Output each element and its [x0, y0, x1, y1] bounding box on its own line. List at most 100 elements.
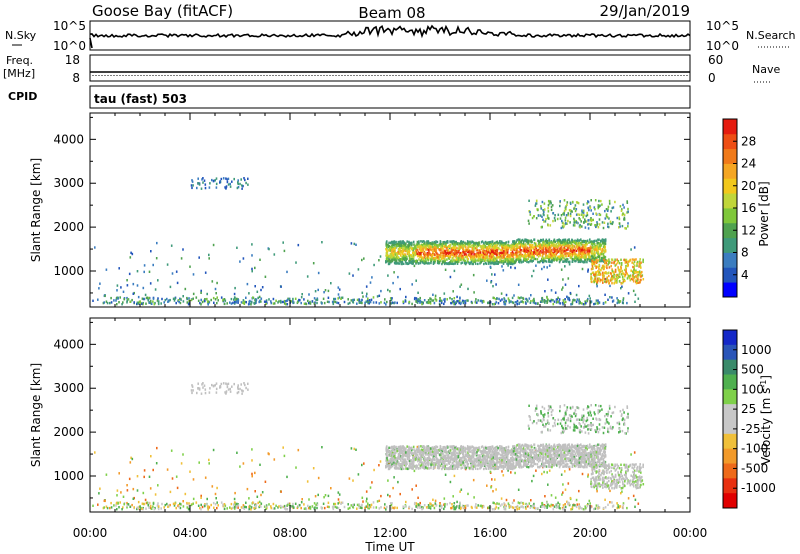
velocity-cell [481, 506, 484, 509]
velocity-cell [533, 506, 536, 510]
velocity-cell [136, 489, 139, 492]
power-cell [479, 251, 482, 254]
power-cell [532, 269, 535, 273]
velocity-cell [98, 492, 100, 495]
power-cell [419, 255, 421, 258]
power-cell [576, 239, 579, 243]
power-cell [466, 255, 469, 259]
power-cell [590, 217, 592, 220]
power-cell [470, 253, 473, 256]
power-cell [517, 296, 520, 299]
power-cell [508, 254, 510, 257]
power-cell [526, 246, 529, 250]
velocity-cell [578, 507, 580, 510]
power-cell [497, 246, 500, 250]
power-cell [524, 259, 527, 262]
power-cell [540, 247, 543, 250]
power-cell [424, 248, 427, 251]
power-cell [384, 298, 386, 301]
power-cell [233, 177, 235, 181]
power-cell [157, 297, 159, 300]
power-cell [495, 249, 497, 253]
power-cell [518, 297, 521, 300]
velocity-cell [273, 507, 276, 510]
power-cell [527, 252, 529, 255]
power-cell [393, 240, 396, 243]
power-cell [495, 241, 498, 244]
power-cell [458, 244, 460, 247]
velocity-cell [352, 503, 354, 507]
power-cell [460, 242, 462, 246]
power-cell [360, 299, 363, 302]
power-cell [470, 241, 472, 244]
power-cell [279, 299, 282, 303]
velocity-cell [634, 498, 637, 501]
power-cell [270, 301, 273, 305]
velocity-cell [109, 506, 111, 510]
power-cell [459, 285, 461, 288]
power-cell [599, 278, 602, 281]
velocity-cell [144, 498, 147, 502]
power-cell [598, 256, 601, 260]
power-cell [571, 240, 574, 243]
power-cell [566, 239, 569, 242]
power-cell [571, 210, 573, 213]
power-cell [549, 224, 552, 227]
power-cell [609, 220, 612, 223]
velocity-cell [233, 382, 235, 386]
power-cell [529, 252, 532, 255]
velocity-cell [226, 385, 229, 389]
power-cell [466, 240, 469, 243]
power-cell [507, 247, 510, 250]
power-cell [590, 277, 592, 280]
power-cell [150, 302, 153, 305]
velocity-cell [254, 503, 256, 507]
power-cell [518, 240, 520, 244]
power-cell [191, 186, 193, 190]
velocity-cell [532, 504, 534, 507]
velocity-cell [457, 504, 459, 508]
power-cell [595, 225, 597, 229]
power-cell [275, 299, 277, 302]
power-cell [390, 254, 392, 257]
power-cell [248, 302, 251, 306]
power-cell [625, 271, 627, 274]
power-cell [556, 217, 559, 221]
velocity-cell [427, 504, 430, 507]
power-cell [388, 257, 390, 260]
power-cell [404, 244, 407, 247]
power-cell [429, 302, 432, 305]
velocity-cell [578, 489, 580, 493]
power-cell [559, 257, 562, 260]
power-cell [460, 240, 462, 243]
velocity-cell [204, 388, 207, 391]
power-cell [593, 262, 595, 265]
velocity-cell [464, 506, 467, 510]
power-cell [520, 239, 523, 242]
power-cell [635, 276, 638, 279]
power-cell [587, 200, 589, 203]
power-cell [499, 261, 501, 264]
velocity-cell [626, 506, 628, 510]
power-cell [439, 259, 442, 262]
velocity-cell [487, 506, 490, 509]
power-cell [407, 262, 410, 265]
velocity-cell [326, 505, 329, 508]
power-cell [548, 202, 551, 205]
velocity-cell [378, 499, 381, 502]
velocity-cell [110, 501, 112, 505]
power-cell [603, 239, 605, 243]
cpid-value: tau (fast) 503 [94, 92, 187, 106]
power-cell [242, 301, 244, 304]
power-cell [474, 243, 476, 246]
power-cell [419, 248, 422, 251]
power-cell [157, 302, 160, 306]
velocity-cell [137, 500, 140, 504]
power-cell [571, 247, 574, 250]
velocity-cell [597, 504, 599, 507]
power-cell [550, 205, 553, 209]
power-cell [405, 258, 407, 261]
power-cell [572, 248, 575, 252]
power-cell [526, 258, 528, 261]
power-cell [559, 204, 561, 208]
